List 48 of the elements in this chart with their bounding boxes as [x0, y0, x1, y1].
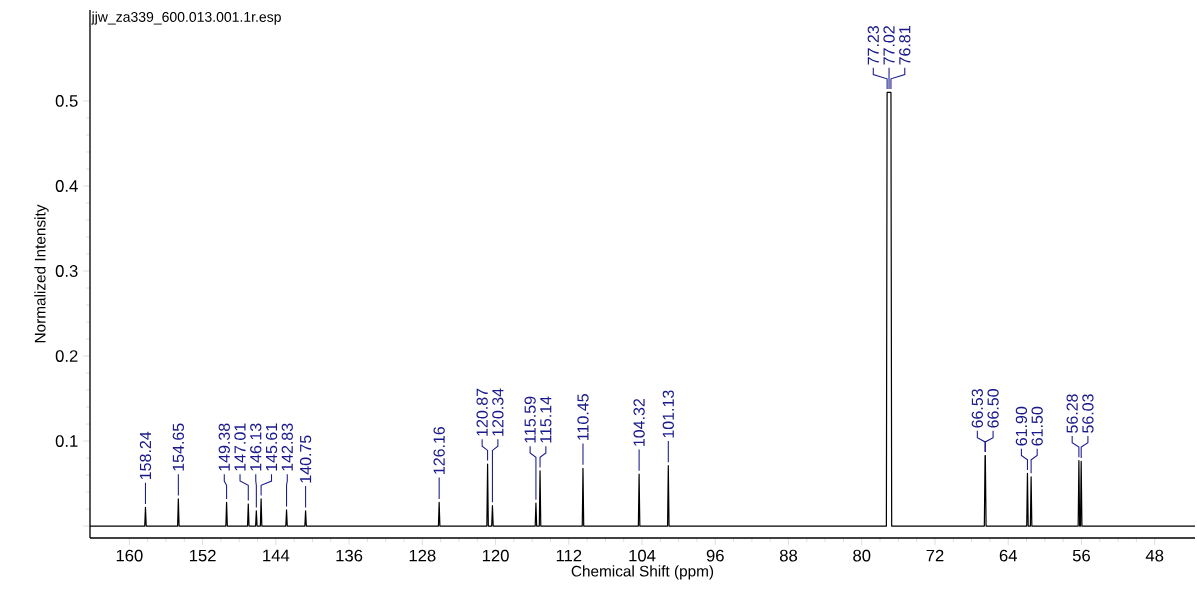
annotation: 77.02	[883, 26, 895, 65]
annotation: 115.59	[524, 396, 536, 443]
annotation: 140.75	[299, 435, 312, 483]
annotation: 77.23	[867, 26, 879, 65]
annotation: 120.87	[476, 388, 488, 436]
annotation: 66.50	[987, 388, 999, 428]
y-tick-label: 0.2	[55, 350, 78, 362]
annotation: 146.13	[250, 423, 262, 471]
x-tick-label: 120	[482, 549, 509, 562]
x-tick-label: 48	[1145, 549, 1164, 562]
annotation: 61.50	[1031, 406, 1043, 446]
x-tick-label: 56	[1072, 549, 1090, 562]
annotation: 145.61	[265, 423, 278, 471]
x-tick-label: 88	[779, 549, 798, 562]
annotation: 56.28	[1066, 394, 1078, 433]
x-tick-label: 144	[263, 549, 290, 562]
x-tick-label: 80	[853, 549, 871, 562]
annotation: 66.53	[971, 389, 983, 428]
x-tick-label: 104	[629, 549, 656, 562]
annotation: 56.03	[1082, 394, 1094, 433]
x-axis-title: Chemical Shift (ppm)	[571, 565, 714, 580]
annotation: 101.13	[662, 390, 674, 438]
x-tick-label: 160	[116, 549, 143, 562]
y-tick-label: 0.5	[55, 95, 78, 107]
annotation: 110.45	[577, 394, 589, 440]
x-tick-label: 136	[336, 549, 363, 562]
y-tick-label: 0.3	[55, 265, 78, 277]
annotation: 104.32	[633, 398, 645, 446]
annotation: 154.65	[172, 423, 184, 471]
x-tick-label: 72	[926, 549, 944, 562]
annotation: 115.14	[540, 396, 552, 443]
annotation: 120.34	[492, 388, 504, 436]
y-tick-label: 0.1	[55, 435, 78, 447]
annotation: 61.90	[1015, 406, 1028, 446]
y-axis-title: Normalized Intensity	[34, 204, 49, 343]
annotation: 76.81	[899, 26, 911, 65]
annotation: 126.16	[433, 426, 445, 474]
chart-title: jjw_za339_600.013.001.1r.esp	[91, 11, 281, 25]
annotation: 147.01	[234, 423, 246, 471]
y-tick-label: 0.4	[55, 180, 78, 192]
x-tick-label: 112	[556, 549, 582, 562]
x-tick-label: 96	[706, 549, 724, 562]
x-tick-label: 128	[409, 549, 436, 562]
annotation: 142.83	[281, 423, 293, 471]
x-tick-label: 152	[189, 549, 216, 562]
annotation: 158.24	[139, 431, 152, 480]
annotation: 149.38	[218, 423, 230, 471]
x-tick-label: 64	[999, 549, 1017, 562]
